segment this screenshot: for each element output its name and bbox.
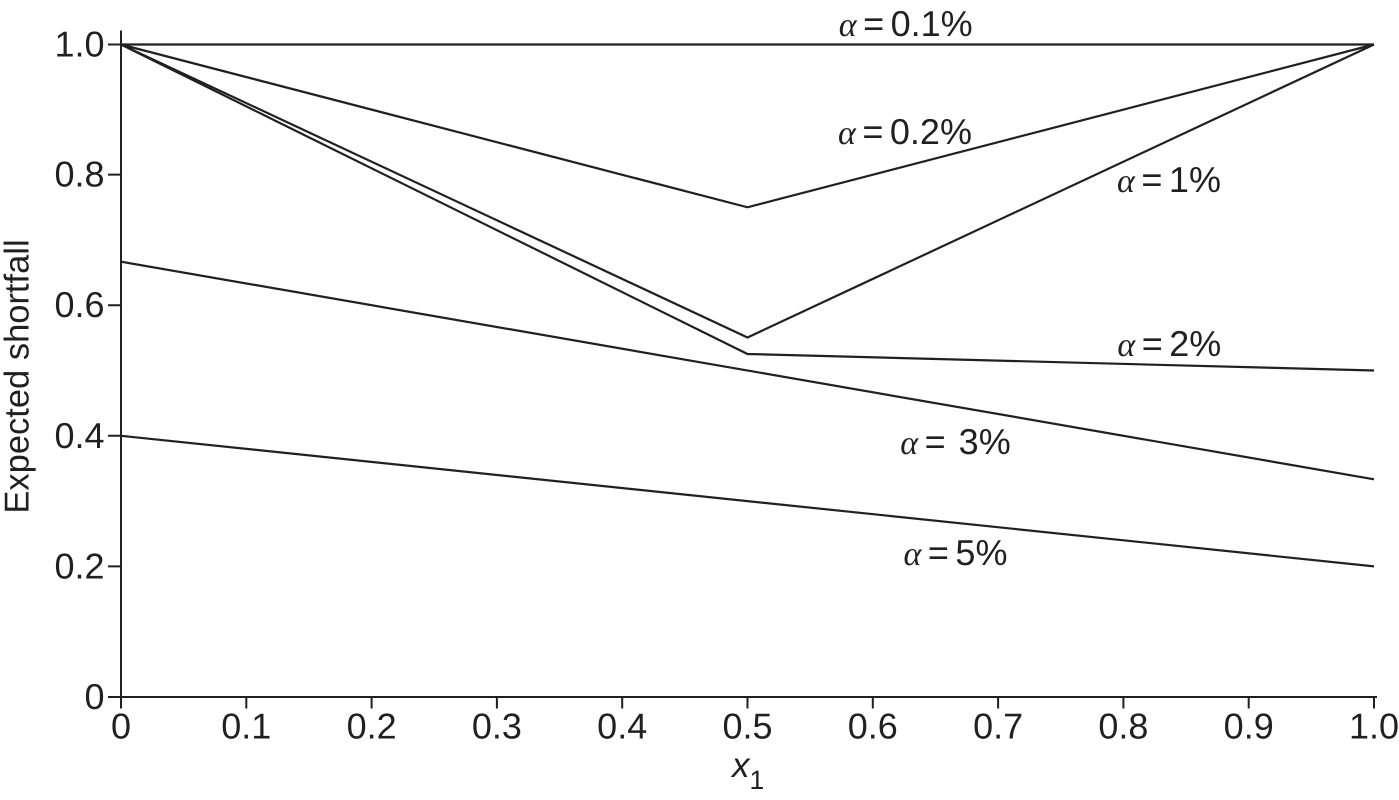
svg-text:0.4: 0.4 <box>54 415 104 456</box>
svg-text:0.8: 0.8 <box>1098 706 1148 747</box>
svg-text:0.6: 0.6 <box>54 284 104 325</box>
svg-text:α = 0.1%: α = 0.1% <box>839 3 973 44</box>
svg-text:α = 5%: α = 5% <box>904 532 1008 573</box>
svg-text:0.9: 0.9 <box>1224 706 1274 747</box>
svg-text:0: 0 <box>84 676 104 717</box>
svg-text:α = 2%: α = 2% <box>1117 323 1221 364</box>
svg-text:0.2: 0.2 <box>347 706 397 747</box>
svg-text:0.3: 0.3 <box>472 706 522 747</box>
svg-text:0.7: 0.7 <box>973 706 1023 747</box>
svg-text:Expected shortfall: Expected shortfall <box>0 239 37 513</box>
svg-text:α = 0.2%: α = 0.2% <box>838 111 972 152</box>
svg-text:0.1: 0.1 <box>221 706 271 747</box>
svg-text:1.0: 1.0 <box>54 24 104 65</box>
svg-text:α = 1%: α = 1% <box>1117 159 1221 200</box>
svg-text:1.0: 1.0 <box>1349 706 1399 747</box>
svg-text:0.5: 0.5 <box>722 706 772 747</box>
svg-text:0.8: 0.8 <box>54 154 104 195</box>
svg-text:0.4: 0.4 <box>597 706 647 747</box>
svg-text:0.2: 0.2 <box>54 545 104 586</box>
svg-text:0: 0 <box>111 706 131 747</box>
svg-text:α = 3%: α = 3% <box>900 421 1010 462</box>
svg-text:0.6: 0.6 <box>848 706 898 747</box>
